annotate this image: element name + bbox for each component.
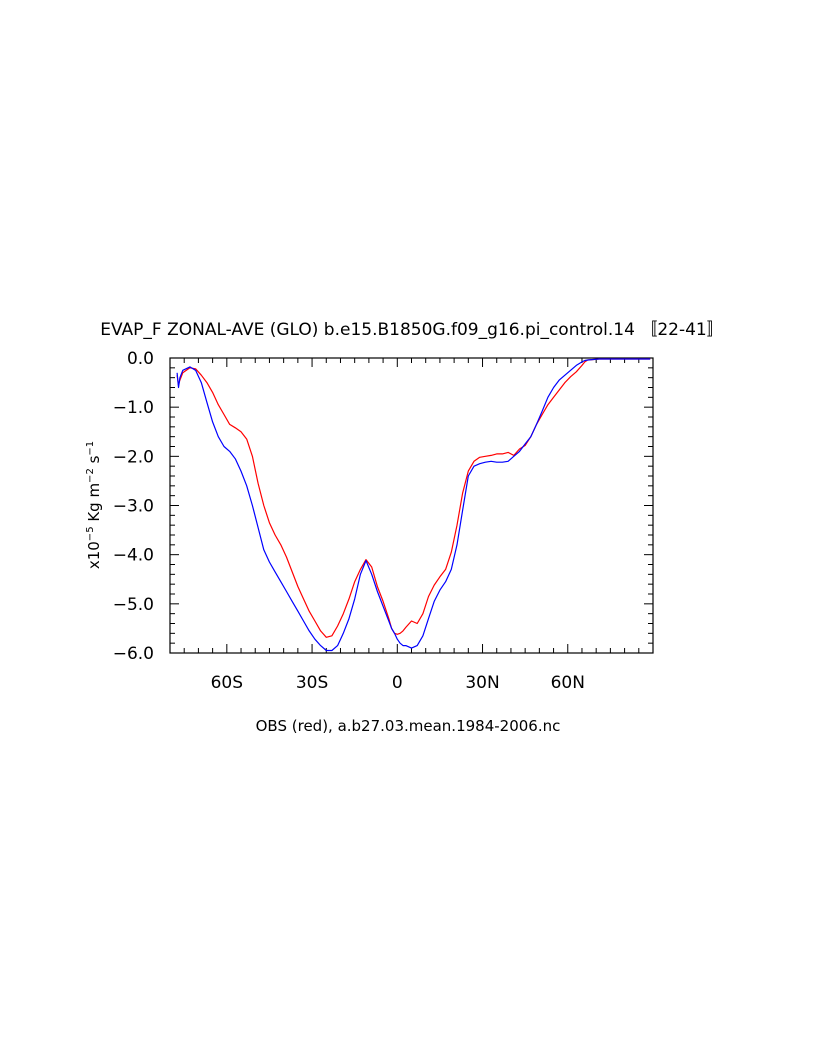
y-axis-label-mid2: s: [85, 455, 103, 468]
chart-title: EVAP_F ZONAL-AVE (GLO) b.e15.B1850G.f09_…: [100, 320, 723, 340]
y-tick-label: −5.0: [113, 595, 154, 615]
x-tick-labels: 60S 30S 0 30N 60N: [211, 673, 585, 693]
series-line-red: [176, 358, 651, 638]
y-tick-label: −4.0: [113, 546, 154, 566]
x-tick-label: 60S: [211, 673, 243, 693]
x-tick-label: 30N: [465, 673, 499, 693]
tick-marks: [170, 357, 654, 654]
plot-area: 0.0−1.0−2.0−3.0−4.0−5.0−6.0 60S 30S 0 30N 60…: [113, 349, 654, 693]
x-tick-label: 30S: [296, 673, 328, 693]
y-tick-label: −2.0: [113, 447, 154, 467]
y-tick-label: −6.0: [113, 644, 154, 664]
data-series: [176, 358, 651, 652]
x-tick-label: 60N: [551, 673, 585, 693]
y-axis-label-mid: Kg m: [85, 483, 103, 527]
y-tick-labels: 0.0 −1.0 −2.0 −3.0 −4.0 −5.0 −6.0: [113, 349, 154, 664]
y-axis-label: x10−5 Kg m−2 s−1: [85, 441, 103, 569]
plot-frame: [169, 357, 654, 654]
y-axis-label-exp2: −2: [85, 468, 96, 483]
x-tick-label: 0: [392, 673, 403, 693]
y-axis-label-exp3: −1: [85, 441, 96, 456]
y-axis-label-prefix: x10: [85, 541, 103, 569]
y-tick-label: −3.0: [113, 497, 154, 517]
y-tick-label: −1.0: [113, 398, 154, 418]
y-axis-label-exp1: −5: [85, 526, 96, 541]
x-axis-label: OBS (red), a.b27.03.mean.1984-2006.nc: [256, 717, 561, 735]
y-tick-label: 0.0: [127, 349, 154, 369]
series-line-blue: [176, 358, 651, 652]
